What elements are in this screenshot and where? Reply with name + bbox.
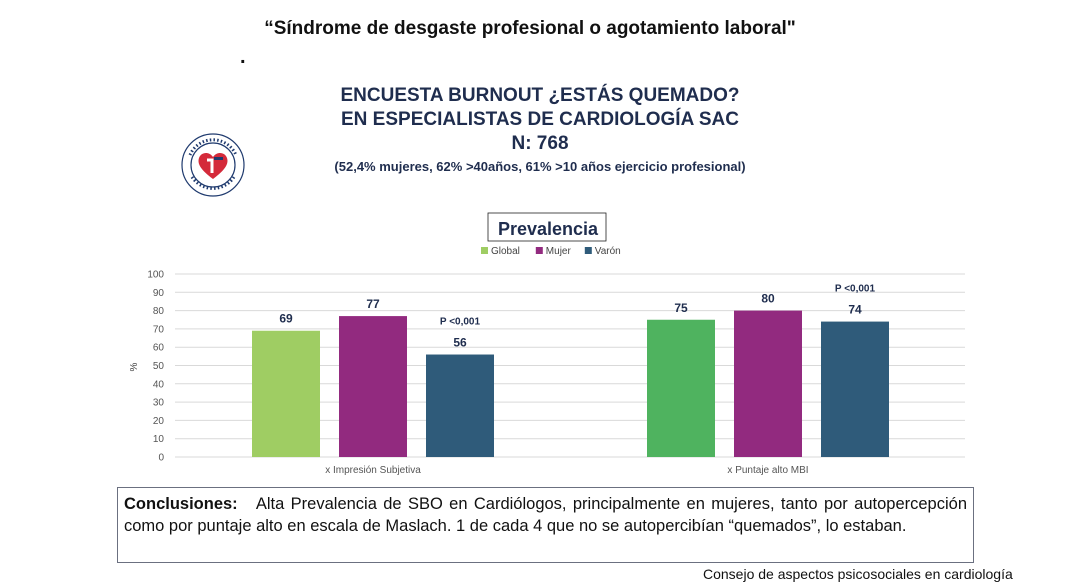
y-tick-label: 50 [153,361,165,372]
y-tick-label: 10 [153,434,165,445]
x-category-label: x Puntaje alto MBI [727,465,808,476]
x-category-label: x Impresión Subjetiva [325,465,421,476]
data-label: 56 [453,336,467,350]
p-value-annotation: P <0,001 [440,317,481,328]
bar-global [647,319,715,457]
conclusion-box: Conclusiones: Alta Prevalencia de SBO en… [117,487,974,563]
data-label: 77 [366,297,380,311]
data-label: 80 [761,292,775,306]
y-tick-label: 100 [147,270,164,281]
y-tick-label: 0 [158,453,164,464]
conclusion-label: Conclusiones: [124,495,238,513]
stray-dot: . [240,46,246,68]
chart-title: Prevalencia [498,219,599,239]
bar-varón [821,321,889,457]
y-tick-label: 40 [153,379,165,390]
footer-note: Consejo de aspectos psicosociales en car… [703,566,1013,582]
y-tick-label: 60 [153,343,165,354]
legend-label: Varón [595,246,621,257]
bar-mujer [734,310,802,457]
y-tick-label: 20 [153,416,165,427]
conclusion-text: Alta Prevalencia de SBO en Cardiólogos, … [124,495,967,535]
survey-title-line1: ENCUESTA BURNOUT ¿ESTÁS QUEMADO? [340,85,740,106]
bars [252,310,889,457]
legend-swatch [584,247,592,254]
legend-swatch [481,247,488,254]
data-label: 74 [848,303,862,317]
y-tick-label: 80 [153,306,165,317]
bar-varón [426,354,494,457]
legend-swatch [535,247,543,254]
data-label: 75 [674,301,688,315]
legend-label: Mujer [546,246,572,257]
sample-description: (52,4% mujeres, 62% >40años, 61% >10 año… [334,159,746,174]
chart-title-box [487,212,607,242]
p-value-annotation: P <0,001 [835,284,876,295]
bar-global [252,330,320,457]
document-title: “Síndrome de desgaste profesional o agot… [264,18,796,39]
bar-mujer [339,316,407,457]
y-axis-label: % [129,362,140,371]
legend-label: Global [491,246,520,257]
y-tick-label: 90 [153,288,165,299]
legend: Global Mujer Varón [481,246,621,257]
y-tick-label: 70 [153,324,165,335]
data-label: 69 [279,312,293,326]
survey-title-line2: EN ESPECIALISTAS DE CARDIOLOGÍA SAC [341,109,739,130]
heart-emblem-icon [181,133,245,197]
sample-size: N: 768 [511,133,569,154]
y-tick-label: 30 [153,398,165,409]
data-labels: 69 77 56 P <0,001 75 80 74 P <0,001 [279,284,875,350]
y-axis: 0 10 20 30 40 50 60 70 80 90 100 x Impresión Subjet… [147,270,808,477]
